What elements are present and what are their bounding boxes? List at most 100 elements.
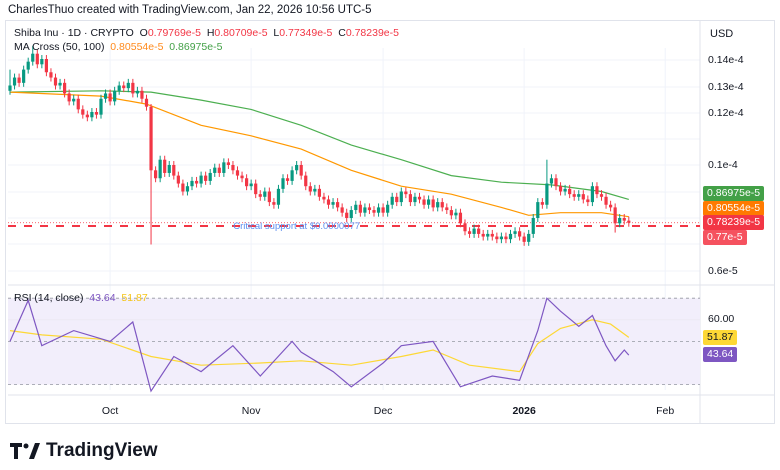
candle-body — [440, 202, 444, 208]
candle-body — [336, 202, 340, 208]
candle-body — [176, 175, 180, 184]
ma100-line — [9, 90, 629, 200]
symbol-name[interactable]: Shiba Inu · 1D · CRYPTO — [14, 27, 134, 39]
candle — [513, 227, 517, 238]
candle-body — [67, 93, 71, 102]
chart-caption: CharlesThuo created with TradingView.com… — [8, 4, 372, 16]
candle — [445, 203, 449, 215]
candle — [199, 171, 203, 188]
candle — [504, 232, 508, 244]
candle — [499, 232, 503, 244]
candle — [345, 208, 349, 222]
candle-body — [185, 186, 190, 192]
ma-legend-name[interactable]: MA Cross (50, 100) — [14, 41, 105, 53]
candle — [572, 190, 576, 201]
candle-body — [386, 204, 390, 213]
candle — [349, 206, 353, 222]
candle — [363, 203, 367, 217]
candle — [449, 206, 453, 220]
candle — [463, 219, 467, 236]
rsi-ma-tag: 51.87 — [703, 330, 738, 345]
candle-body — [58, 82, 62, 86]
candle-body — [44, 59, 48, 73]
candle — [331, 198, 335, 209]
candle — [586, 195, 590, 207]
candle — [272, 198, 276, 209]
candle — [413, 192, 417, 207]
candle — [190, 176, 194, 191]
candle-body — [395, 196, 399, 203]
candle-body — [445, 207, 449, 211]
candle-body — [103, 93, 108, 99]
price-tick: 0.14e-4 — [708, 54, 744, 66]
ma50-value: 0.80554e-5 — [110, 41, 164, 53]
candle-body — [454, 212, 458, 216]
candle-body — [190, 180, 194, 187]
currency-button[interactable]: USD — [710, 28, 734, 40]
candle — [22, 65, 26, 87]
candle-body — [326, 199, 331, 205]
candle — [181, 179, 185, 196]
candle-body — [372, 210, 376, 213]
rsi-legend-name[interactable]: RSI (14, close) — [14, 292, 84, 304]
candle — [599, 190, 604, 201]
ma100-price-tag: 0.86975e-5 — [703, 186, 765, 201]
candle — [240, 171, 244, 183]
candle — [44, 55, 48, 77]
candle-body — [94, 112, 99, 115]
brand-name: TradingView — [46, 440, 158, 461]
candle-body — [144, 98, 149, 107]
candle — [113, 86, 117, 106]
candle — [326, 195, 331, 209]
candle-body — [308, 186, 312, 192]
candle — [531, 214, 535, 238]
candle-body — [572, 194, 576, 197]
candle — [295, 161, 299, 175]
candle-body — [545, 183, 549, 205]
candle-body — [599, 194, 604, 197]
candle-body — [577, 194, 581, 197]
candle-body — [522, 236, 526, 242]
rsi-line — [9, 297, 630, 393]
candle — [590, 182, 594, 207]
candle-body — [167, 165, 171, 173]
candle-body — [231, 165, 235, 171]
candle-body — [108, 93, 112, 102]
candle-body — [299, 165, 303, 176]
ma50-price-tag: 0.80554e-5 — [703, 201, 765, 216]
candle — [458, 208, 463, 228]
candle — [263, 187, 267, 201]
close-value: 0.78239e-5 — [345, 27, 399, 39]
candle — [422, 195, 426, 209]
candle — [103, 89, 108, 103]
candle — [622, 214, 626, 225]
candle — [358, 200, 362, 217]
candle — [495, 232, 499, 244]
candle-body — [85, 114, 89, 118]
candle — [431, 195, 435, 212]
candle — [281, 174, 285, 193]
candle — [26, 57, 30, 74]
candle-body — [208, 172, 212, 181]
candle-body — [499, 236, 503, 240]
candle — [176, 171, 180, 188]
candle-body — [8, 85, 12, 91]
candle-body — [604, 196, 608, 205]
candle — [613, 203, 617, 233]
candle-body — [390, 196, 394, 205]
candle — [404, 187, 408, 199]
candle — [249, 179, 253, 191]
high-value: 0.80709e-5 — [214, 27, 268, 39]
candle-body — [367, 207, 372, 211]
candle-body — [263, 191, 267, 197]
time-axis-label: 2026 — [512, 405, 536, 417]
tradingview-logo[interactable]: TradingView — [10, 440, 158, 462]
candle-body — [622, 218, 626, 221]
candle-body — [245, 178, 249, 187]
candle-body — [558, 186, 563, 192]
candle — [527, 229, 531, 246]
candle — [122, 81, 126, 93]
candle-body — [540, 202, 544, 205]
candle — [354, 200, 358, 215]
